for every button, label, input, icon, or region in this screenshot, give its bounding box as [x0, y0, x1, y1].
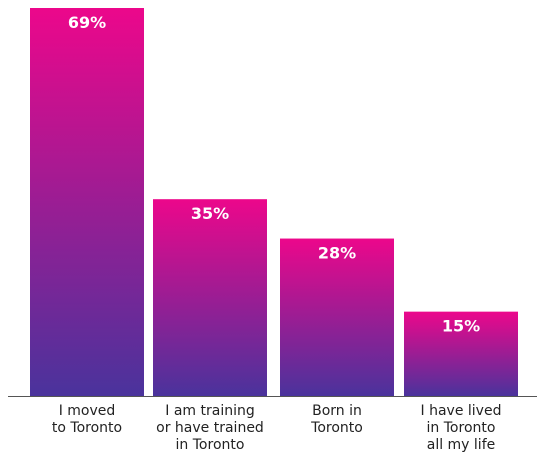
value-label: 35% [191, 204, 229, 223]
value-label: 69% [68, 13, 106, 32]
value-label: 28% [318, 244, 356, 263]
bar [30, 8, 144, 396]
value-label: 15% [442, 317, 480, 336]
x-tick-label: I moved to Toronto [51, 403, 123, 436]
x-tick-label: Born in Toronto [311, 403, 363, 436]
bar [280, 238, 394, 396]
x-tick-label: I have lived in Toronto all my life [420, 403, 502, 453]
x-tick-label: I am training or have trained in Toronto [156, 403, 264, 453]
bar [404, 311, 518, 396]
bar [153, 199, 267, 396]
